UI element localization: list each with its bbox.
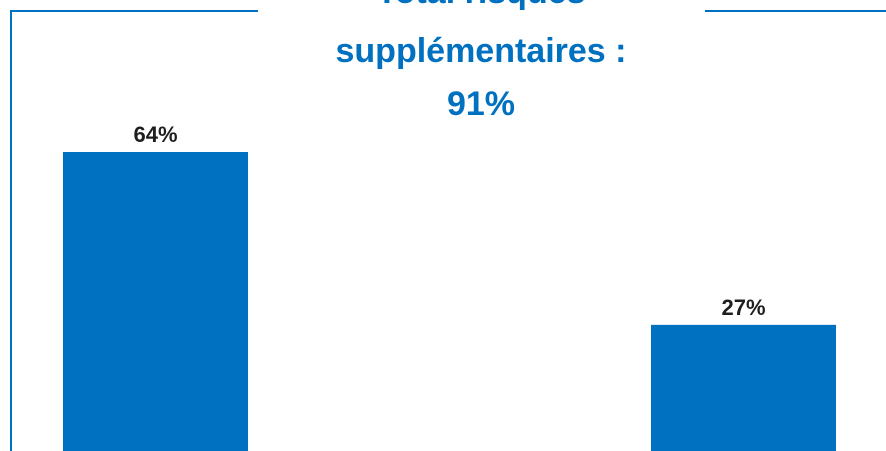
chart-frame [10,10,886,451]
title-line-1: Total risques [376,0,585,11]
bars-group [63,152,836,451]
data-label-2: 27% [721,295,765,320]
title-line-2: supplémentaires : [336,32,627,70]
data-label-1: 64% [133,122,177,147]
title-line-3: 91% [447,85,515,123]
chart-title: Total risques supplémentaires : 91% [336,0,627,123]
data-labels-group: 64% 27% [133,122,765,320]
bar-1 [63,152,248,451]
bar-2 [651,324,836,451]
